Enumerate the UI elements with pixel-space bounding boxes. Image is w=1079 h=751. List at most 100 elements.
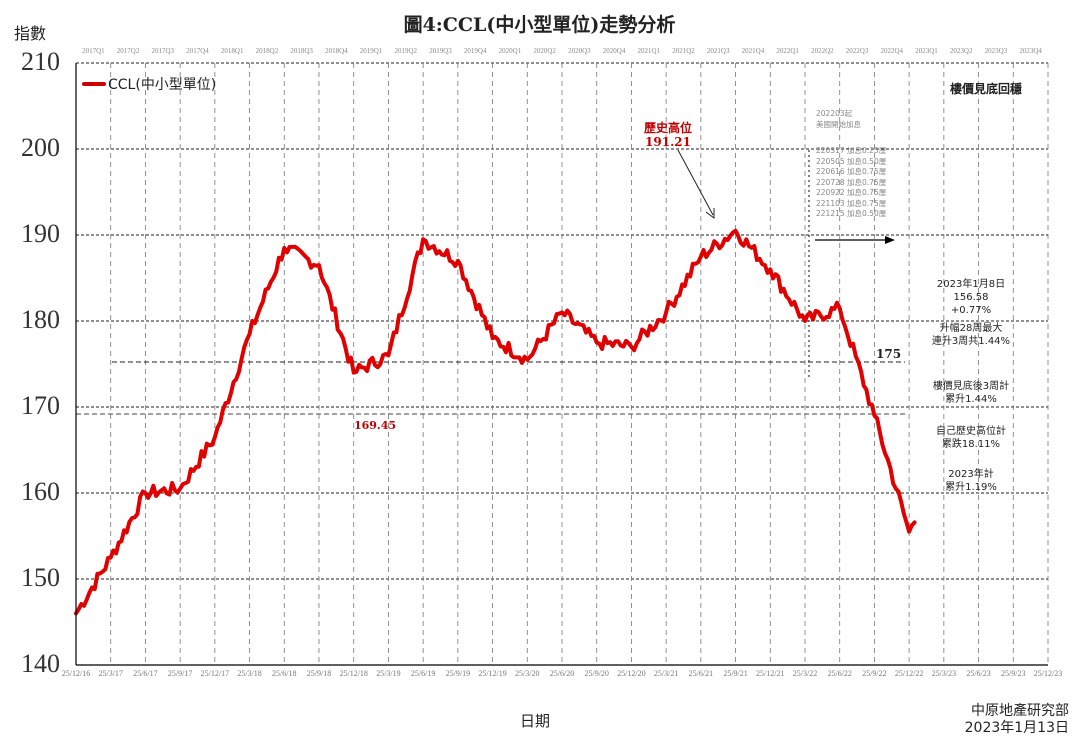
x-tick-label: 25/3/19 [376,669,401,678]
streak-line1: 升幅28周最大 [939,323,1003,334]
legend: CCL(中小型單位) [82,74,216,94]
quarter-label: 2022Q2 [811,47,834,55]
chart-title: 圖4:CCL(中小型單位)走勢分析 [403,14,676,36]
legend-swatch [82,82,106,86]
quarter-label: 2021Q3 [706,47,730,55]
rate-hike-item: 220505 加息0.50厘 [816,156,887,166]
quarter-label: 2018Q2 [255,47,279,55]
ccl-series-line [74,228,917,616]
latest-date: 2023年1月8日 [936,279,1006,290]
quarter-label: 2018Q4 [325,47,348,55]
x-tick-label: 25/6/23 [966,669,991,678]
x-tick-label: 25/9/18 [306,669,332,678]
ytd-line2: 累升1.19% [945,482,997,493]
x-tick-label: 25/3/18 [237,669,262,678]
peak-annotation: 歷史高位 191.21 [628,121,708,149]
quarter-label: 2017Q3 [151,47,175,55]
quarter-label: 2018Q1 [220,47,244,55]
quarter-label: 2019Q2 [394,47,418,55]
quarter-label: 2019Q4 [463,47,487,55]
y-tick-180: 180 [21,305,60,334]
quarter-label: 2022Q4 [880,47,904,55]
legend-label: CCL(中小型單位) [108,77,217,93]
quarter-label: 2017Q4 [186,47,209,55]
quarter-label: 2020Q4 [602,47,626,55]
x-tick-label: 25/12/22 [894,669,924,678]
arrow-right-icon [885,236,895,244]
rate-hike-header: 202203起 美國開始加息 [816,109,861,130]
x-tick-label: 25/9/20 [584,669,609,678]
x-tick-label: 25/9/17 [167,669,193,678]
y-tick-150: 150 [21,563,60,592]
x-tick-label: 25/12/20 [617,669,646,678]
quarter-label: 2017Q2 [116,47,140,55]
peak-arrowhead-icon [705,208,715,219]
rate-hike-item: 220728 加息0.75厘 [816,177,887,187]
quarter-label: 2018Q3 [290,47,313,55]
quarter-label: 2023Q4 [1019,47,1042,55]
quarter-label: 2019Q1 [359,47,383,55]
x-tick-label: 25/12/17 [200,669,230,678]
x-tick-label: 25/6/20 [549,669,575,678]
rate-header-line1: 202203起 [816,109,853,118]
x-tick-label: 25/6/21 [688,669,714,678]
latest-value: 156.58 [953,292,989,303]
source-date: 2023年1月13日 [964,720,1069,736]
level-175-label: 175 [876,347,902,361]
x-tick-label: 25/12/21 [756,669,785,678]
x-axis-label: 日期 [520,712,551,730]
y-tick-200: 200 [21,133,60,162]
x-tick-label: 25/12/19 [478,669,507,678]
x-tick-label: 25/3/22 [792,669,818,678]
x-tick-label: 25/3/17 [98,669,123,678]
since-bottom-line2: 累升1.44% [945,394,997,405]
rate-hike-list: 220317 加息0.25厘 220505 加息0.50厘 220616 加息0… [816,146,886,220]
x-tick-label: 25/6/19 [410,669,436,678]
peak-annotation-value: 191.21 [645,135,691,149]
rate-header-line2: 美國開始加息 [816,119,861,129]
x-tick-label: 25/6/22 [827,669,852,678]
y-axis-label: 指數 [14,24,47,43]
quarter-label: 2020Q3 [568,47,591,55]
from-peak-line2: 累跌18.11% [941,439,1001,450]
x-tick-label: 25/9/19 [445,669,471,678]
quarter-label: 2021Q2 [672,47,695,55]
latest-note: 2023年1月8日 156.58 +0.77% [916,278,1026,317]
quarter-label: 2021Q4 [741,47,765,55]
x-tick-label: 25/9/22 [862,669,887,678]
y-tick-190: 190 [21,219,60,248]
rate-hike-item: 220616 加息0.75厘 [816,167,887,176]
grid-lines [76,62,1049,665]
quarter-label: 2017Q1 [82,47,105,55]
streak-line2: 連升3周共1.44% [931,336,1011,347]
quarter-label: 2020Q2 [533,47,556,55]
quarter-label: 2021Q1 [637,47,661,55]
quarter-label: 2023Q2 [949,47,973,55]
trough-annotation: 169.45 [353,419,397,432]
peak-pointer-line [677,149,714,216]
y-tick-170: 170 [21,391,60,420]
source-credit: 中原地產研究部 2023年1月13日 [965,703,1069,737]
since-bottom-line1: 樓價見底後3周計 [932,381,1010,392]
x-tick-label: 25/12/16 [61,669,91,678]
x-tick-label: 25/3/23 [931,669,957,678]
x-tick-label: 25/3/21 [653,669,679,678]
from-peak-line1: 自己歷史高位計 [936,426,1006,437]
x-tick-label: 25/9/21 [723,669,748,678]
rate-hike-item: 221215 加息0.50厘 [816,209,887,218]
latest-change: +0.77% [950,305,992,316]
ytd-note: 2023年計 累升1.19% [916,468,1026,494]
y-tick-140: 140 [21,649,60,678]
corner-title: 樓價見底回穩 [950,82,1023,96]
quarter-label: 2022Q3 [845,47,869,55]
rate-hike-item: 220317 加息0.25厘 [816,146,887,155]
rate-hike-item: 221103 加息0.75厘 [816,198,887,208]
y-tick-210: 210 [21,47,60,76]
x-tick-label: 25/12/23 [1033,669,1063,678]
quarter-label: 2022Q1 [776,47,799,55]
ytd-line1: 2023年計 [948,469,994,480]
quarter-label: 2023Q1 [915,47,938,55]
since-bottom-note: 樓價見底後3周計 累升1.44% [916,380,1026,406]
rate-hike-item: 220922 加息0.75厘 [816,188,887,197]
